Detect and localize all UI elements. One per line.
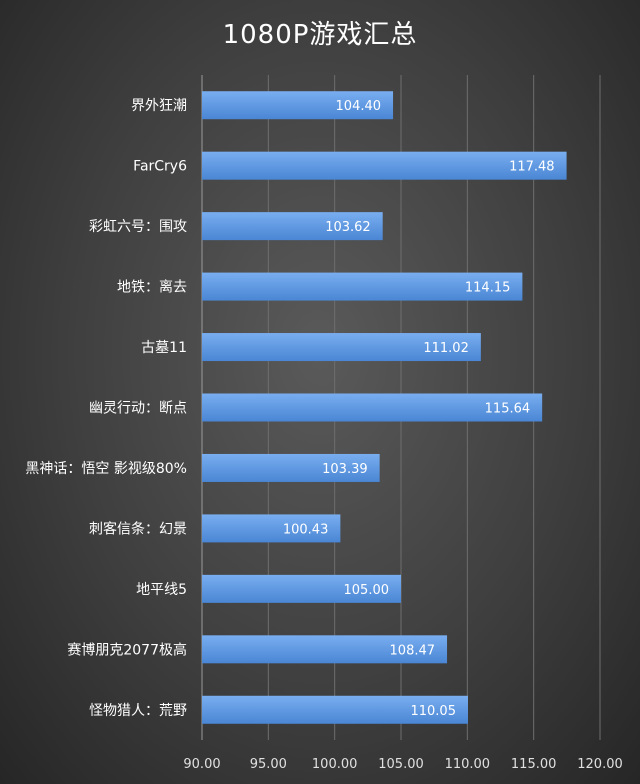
bar-value-label: 105.00 [344,583,390,598]
bar-value-label: 114.15 [465,281,511,296]
x-tick-label: 100.00 [312,757,358,772]
bar-value-label: 115.64 [485,402,531,417]
bar [202,453,380,482]
category-label: 地平线5 [136,582,187,598]
x-tick-label: 110.00 [445,757,491,772]
category-label: 刺客信条：幻景 [89,520,187,537]
bar-value-label: 111.02 [423,341,469,356]
category-label: 黑神话：悟空 影视级80% [25,461,187,477]
bar [202,212,383,241]
x-tick-label: 115.00 [511,757,557,772]
bar [202,91,394,120]
bar [202,272,523,301]
bar-value-label: 100.43 [283,522,329,537]
bars: 104.40 117.48 103.62 114.15 111.02 115.64 103.… [202,91,567,724]
x-axis-ticks: 90.00 95.00 100.00 105.00 110.00 115.00 120.00 [183,757,622,772]
bar [202,393,543,422]
x-tick-label: 120.00 [577,757,623,772]
chart-title: 1080P游戏汇总 [223,20,418,50]
bar [202,635,448,664]
bar-value-label: 104.40 [336,99,382,114]
bar [202,151,567,180]
bar-value-label: 103.62 [325,220,371,235]
bar [202,514,341,543]
category-label: 幽灵行动：断点 [89,401,187,417]
bar [202,333,481,362]
category-label: 彩虹六号：围攻 [89,219,187,235]
bar-value-label: 117.48 [509,160,555,175]
category-label: 古墓11 [141,340,187,356]
category-label: 地铁：离去 [117,279,187,296]
bar-value-label: 110.05 [410,704,456,719]
bar [202,695,468,724]
x-tick-label: 90.00 [183,757,220,772]
bar-value-label: 108.47 [390,643,436,658]
bar-value-label: 103.39 [322,462,368,477]
category-label: 怪物猎人：荒野 [89,703,187,719]
x-tick-label: 95.00 [250,757,287,772]
category-label: 界外狂潮 [131,98,187,114]
bar [202,574,401,603]
x-tick-label: 105.00 [378,757,424,772]
category-label: 赛博朋克2077极高 [67,641,187,658]
category-label: FarCry6 [133,159,187,175]
